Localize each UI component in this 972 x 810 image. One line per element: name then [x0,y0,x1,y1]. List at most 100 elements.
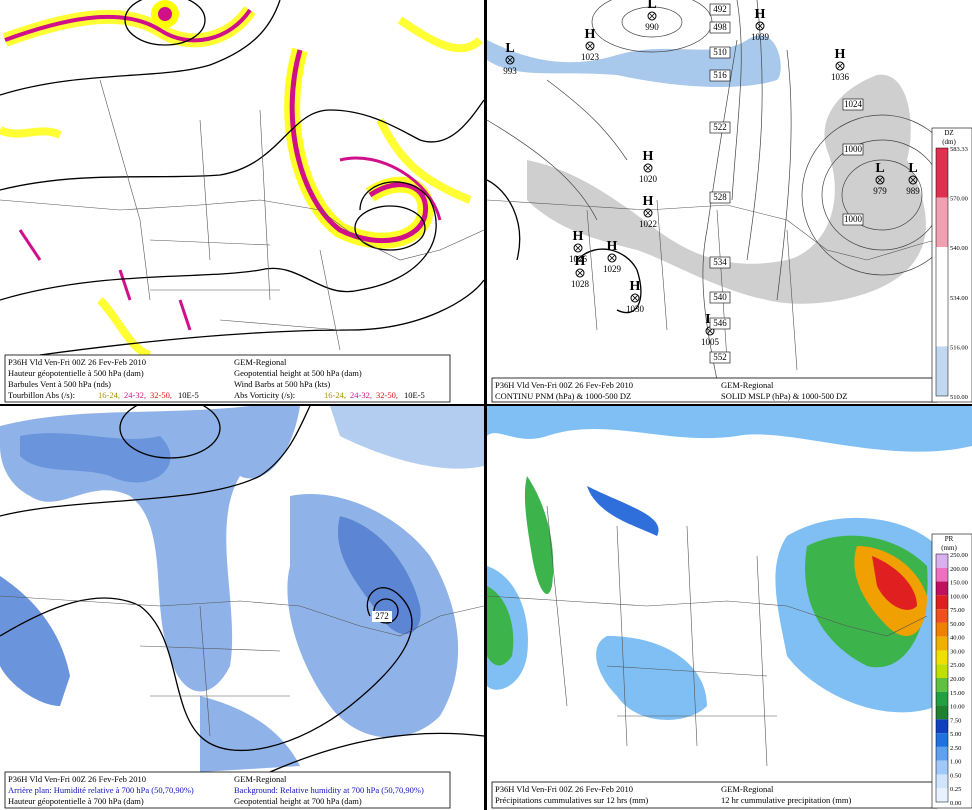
caption-box [4,354,451,403]
contour-label: 272 [375,611,389,621]
colorbar-label: 570.00 [950,196,968,203]
contour-label: 1000 [844,214,863,224]
system-center [575,268,585,278]
system-letter: L [505,41,514,56]
colorbar-label: 534.00 [950,295,968,302]
contour-label: 510 [713,47,727,57]
thickness-shade-warm [527,74,926,304]
caption-text: SOLID MSLP (hPa) & 1000-500 DZ [721,391,847,401]
contour-label: 1024 [844,99,863,109]
legend-unit: 10E-5 [404,390,425,400]
system-letter: L [647,0,656,12]
colorbar-label: 40.00 [950,635,965,642]
colorbar-label: 10.00 [950,704,965,711]
system-letter: H [643,194,654,209]
colorbar-swatch [936,719,948,734]
system-center [608,254,616,262]
contour-label: 546 [713,318,727,328]
thickness-shade-cold [487,35,781,87]
contour-label-box [709,121,731,134]
colorbar-label: 50.00 [950,621,965,628]
colorbar-swatch [936,609,948,623]
height-contours [0,406,484,773]
contour-label-box [709,256,731,269]
caption-text: P36H Vld Ven-Fri 00Z 26 Fev-Feb 2010 [495,380,633,390]
caption-text: Précipitations cummulatives sur 12 hrs (… [495,795,648,805]
system-letter: H [585,27,596,42]
colorbar-label: 510.00 [950,394,968,401]
system-center [506,56,514,64]
caption-text: Geopotential height at 500 hPa (dam) [234,368,362,378]
legend-range: 16-24, [98,390,120,400]
caption-text: Hauteur géopotentielle à 500 hPa (dam) [8,368,144,378]
system-letter: H [630,279,641,294]
system-value: 1022 [639,219,657,229]
contour-label-box [709,191,731,204]
colorbar-unit: (mm) [941,544,957,552]
colorbar-outline [935,553,949,803]
system-center [908,175,918,185]
caption-text: GEM-Regional [721,380,774,390]
colorbar-swatch [936,567,948,582]
legend-range: 24-32, [350,390,372,400]
contour-label: 528 [713,192,727,202]
system-value: 1026 [569,254,588,264]
colorbar-swatch [936,581,948,596]
system-center [835,61,845,71]
contour-label: 498 [713,22,727,32]
colorbar-label: 150.00 [950,580,968,587]
colorbar-swatch [936,678,948,692]
colorbar-swatch [936,650,948,665]
contour-label-box [842,213,864,226]
contour-label-box [709,69,731,82]
system-letter: L [875,161,884,176]
system-center [573,243,583,253]
contour-label-box [709,351,731,364]
legend-range: 32-50, [376,390,398,400]
colorbar-label: 7.50 [950,717,961,724]
caption-box [491,781,938,809]
colorbar-label: 75.00 [950,607,965,614]
system-center [576,269,584,277]
caption-text: GEM-Regional [234,357,287,367]
map-mslp: P36H Vld Ven-Fri 00Z 26 Fev-Feb 2010CONT… [487,0,972,403]
contour-label: 522 [713,122,727,132]
contour-label: 534 [713,257,727,267]
colorbar-swatch [936,346,948,396]
colorbar-label: 100.00 [950,593,968,600]
contour-label-box [709,317,731,330]
system-value: 1039 [751,32,770,42]
legend-label: Abs Vorticity (/s): [234,390,295,400]
caption-text: Geopotential height at 700 hPa (dam) [234,796,362,806]
system-center [644,209,652,217]
map-precip: P36H Vld Ven-Fri 00Z 26 Fev-Feb 2010Préc… [487,406,972,809]
system-center [756,22,764,30]
system-center [648,12,656,20]
system-center [647,11,657,21]
system-value: 1029 [603,264,622,274]
colorbar-swatch [936,197,948,248]
colorbar-label: 15.00 [950,690,965,697]
colorbar-label: 20.00 [950,676,965,683]
system-letter: H [835,47,846,62]
panel-700hpa: P36H Vld Ven-Fri 00Z 26 Fev-Feb 2010 Arri… [0,406,484,810]
precipitation [487,406,972,720]
system-value: 1028 [571,279,590,289]
system-value: 1030 [626,304,645,314]
system-center [586,42,594,50]
humidity [0,406,484,772]
map-outline [487,505,928,767]
system-center [876,176,884,184]
colorbar-label: 0.25 [950,786,961,793]
system-value: 1020 [639,174,658,184]
contour-label: 1000 [844,144,863,154]
system-letter: L [908,161,917,176]
system-value: 979 [873,186,887,196]
map-outline [0,79,484,351]
colorbar-swatch [936,296,948,347]
colorbar-label: 516.00 [950,344,968,351]
colorbar-label: 1.00 [950,759,961,766]
caption-text: 12 hr cummulative precipitation (mm) [721,795,851,805]
colorbar-label: 0.00 [950,800,961,807]
